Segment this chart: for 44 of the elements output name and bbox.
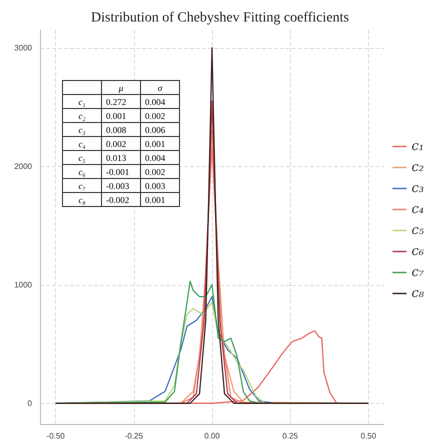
annotation: c₃ xyxy=(62,122,102,136)
annotation: 0.003 xyxy=(140,178,180,192)
chart-title: Distribution of Chebyshev Fitting coefficients xyxy=(91,10,349,26)
annotation: 0.004 xyxy=(140,150,180,164)
annotation: 0.272 xyxy=(102,94,140,108)
y-tick-label: 3000 xyxy=(14,43,33,52)
annotation: c₁ xyxy=(62,94,102,108)
annotation: 0.002 xyxy=(102,136,140,150)
x-tick-label: 0.50 xyxy=(360,432,377,440)
annotation: c₇ xyxy=(62,178,102,192)
x-tick-label: -0.25 xyxy=(124,432,144,440)
annotation: c₄ xyxy=(62,136,102,150)
legend-label: c₂ xyxy=(412,160,424,175)
legend-label: c₆ xyxy=(412,244,424,259)
annotation: -0.002 xyxy=(102,192,140,206)
annotation: σ xyxy=(140,80,180,94)
annotation: -0.003 xyxy=(102,178,140,192)
annotation: c₆ xyxy=(62,164,102,178)
legend-label: c₇ xyxy=(412,265,425,280)
x-tick-label: 0.00 xyxy=(204,432,220,440)
legend-label: c₃ xyxy=(412,181,424,196)
annotation: 0.002 xyxy=(140,164,180,178)
annotation: 0.008 xyxy=(102,122,140,136)
annotation: 0.004 xyxy=(140,94,180,108)
annotation: c₈ xyxy=(62,192,102,206)
legend-label: c₄ xyxy=(412,202,424,217)
legend-label: c₈ xyxy=(412,286,425,301)
legend-label: c₁ xyxy=(412,139,424,154)
annotation: 0.013 xyxy=(102,150,140,164)
y-tick-label: 2000 xyxy=(14,162,33,171)
legend-label: c₅ xyxy=(412,223,425,238)
annotation: 0.001 xyxy=(140,136,180,150)
y-tick-label: 1000 xyxy=(14,280,33,290)
x-tick-label: -0.50 xyxy=(46,432,66,440)
annotation: -0.001 xyxy=(102,164,140,178)
annotation: c₅ xyxy=(62,150,102,164)
y-tick-label: 0 xyxy=(28,398,33,408)
annotation: 0.006 xyxy=(140,122,180,136)
x-tick-label: 0.25 xyxy=(282,432,299,440)
annotation: 0.002 xyxy=(140,108,180,122)
annotation: 0.001 xyxy=(140,192,180,206)
annotation: c₂ xyxy=(62,108,102,122)
annotation: μ xyxy=(102,80,140,94)
annotation: 0.001 xyxy=(102,108,140,122)
